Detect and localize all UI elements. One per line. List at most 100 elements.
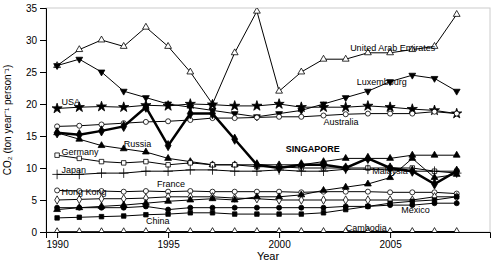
series-marker xyxy=(299,114,304,119)
series-marker xyxy=(365,111,370,116)
series-marker xyxy=(231,49,238,55)
series-marker xyxy=(410,111,415,116)
tick-label: 2005 xyxy=(379,239,402,250)
series-marker xyxy=(277,205,282,210)
series-marker xyxy=(121,161,125,165)
series-marker xyxy=(321,160,327,170)
series-marker xyxy=(187,228,194,232)
series-marker xyxy=(432,109,437,114)
series-marker xyxy=(209,228,216,232)
series-marker xyxy=(277,114,282,119)
series-marker xyxy=(54,206,61,212)
series-marker xyxy=(410,199,414,203)
series-marker xyxy=(365,153,371,163)
series-line xyxy=(57,59,457,117)
plot: 199019952000200505101520253035United Ara… xyxy=(26,3,491,250)
series-marker xyxy=(254,160,260,170)
series-marker xyxy=(365,180,372,186)
series-marker xyxy=(121,189,126,194)
tick-label: 30 xyxy=(26,35,38,46)
series-line xyxy=(57,158,457,209)
series-marker xyxy=(385,102,395,112)
series-marker xyxy=(254,228,261,232)
series-marker xyxy=(343,112,348,117)
series-marker xyxy=(454,166,460,176)
series-marker xyxy=(166,207,171,212)
series-marker xyxy=(252,101,262,111)
tick-mark xyxy=(40,200,46,201)
series-marker xyxy=(99,126,105,136)
series-marker xyxy=(363,101,373,111)
series-marker xyxy=(254,8,261,13)
series-marker xyxy=(120,228,127,232)
tick-mark xyxy=(390,232,391,238)
series-marker xyxy=(454,201,459,206)
tick-mark xyxy=(40,40,46,41)
tick-label: 0 xyxy=(31,227,37,238)
series-marker xyxy=(143,148,150,154)
series-marker xyxy=(320,55,327,61)
series-marker xyxy=(231,161,238,167)
tick: 1995 xyxy=(157,232,180,250)
series-marker xyxy=(208,165,218,175)
series-marker xyxy=(276,193,283,199)
series-marker xyxy=(207,99,217,109)
series-marker xyxy=(388,190,393,195)
series-marker xyxy=(409,228,416,232)
series xyxy=(54,57,460,120)
series-marker xyxy=(98,70,105,76)
tick: 0 xyxy=(31,227,46,238)
annotation: Germany xyxy=(62,147,100,157)
series-marker xyxy=(165,42,172,48)
series-marker xyxy=(54,228,61,232)
series-marker xyxy=(98,228,105,232)
tick-label: 20 xyxy=(26,99,38,110)
chart-svg: 199019952000200505101520253035United Ara… xyxy=(0,0,500,264)
series-marker xyxy=(120,89,127,95)
series-marker xyxy=(410,190,415,195)
series-marker xyxy=(232,134,238,144)
series-marker xyxy=(387,154,394,160)
series-marker xyxy=(388,111,393,116)
marks xyxy=(52,8,462,232)
series-marker xyxy=(341,102,351,112)
series-marker xyxy=(144,159,148,163)
series-marker xyxy=(165,197,172,203)
annotation: Cambodia xyxy=(346,223,387,233)
tick: 20 xyxy=(26,99,46,110)
series-marker xyxy=(299,205,304,210)
series-marker xyxy=(166,119,171,124)
tick: 35 xyxy=(26,3,46,14)
series-marker xyxy=(163,166,173,176)
series-marker xyxy=(321,196,326,204)
series-marker xyxy=(388,201,392,205)
series-marker xyxy=(277,212,281,216)
series-marker xyxy=(209,195,216,201)
series-marker xyxy=(52,170,62,180)
series-marker xyxy=(121,214,125,218)
series-line xyxy=(57,203,457,209)
series-marker xyxy=(76,130,82,140)
tick-mark xyxy=(40,136,46,137)
series-marker xyxy=(188,211,192,215)
series-marker xyxy=(210,205,215,210)
tick-label: 2000 xyxy=(268,239,291,250)
series-marker xyxy=(321,205,326,210)
series-marker xyxy=(298,68,305,74)
series-marker xyxy=(255,212,259,216)
series-marker xyxy=(165,154,172,160)
series-marker xyxy=(365,189,370,194)
series-marker xyxy=(299,212,303,216)
series-marker xyxy=(76,57,83,63)
series-marker xyxy=(410,196,415,204)
tick-label: 1990 xyxy=(46,239,69,250)
series-marker xyxy=(365,196,370,204)
series-marker xyxy=(453,10,460,16)
tick: 1990 xyxy=(46,232,69,250)
series-marker xyxy=(343,189,348,194)
series-marker xyxy=(99,214,103,218)
tick-label: 1995 xyxy=(157,239,180,250)
x-axis-title: Year xyxy=(257,250,280,262)
series-marker xyxy=(231,196,238,202)
series-marker xyxy=(232,163,236,167)
